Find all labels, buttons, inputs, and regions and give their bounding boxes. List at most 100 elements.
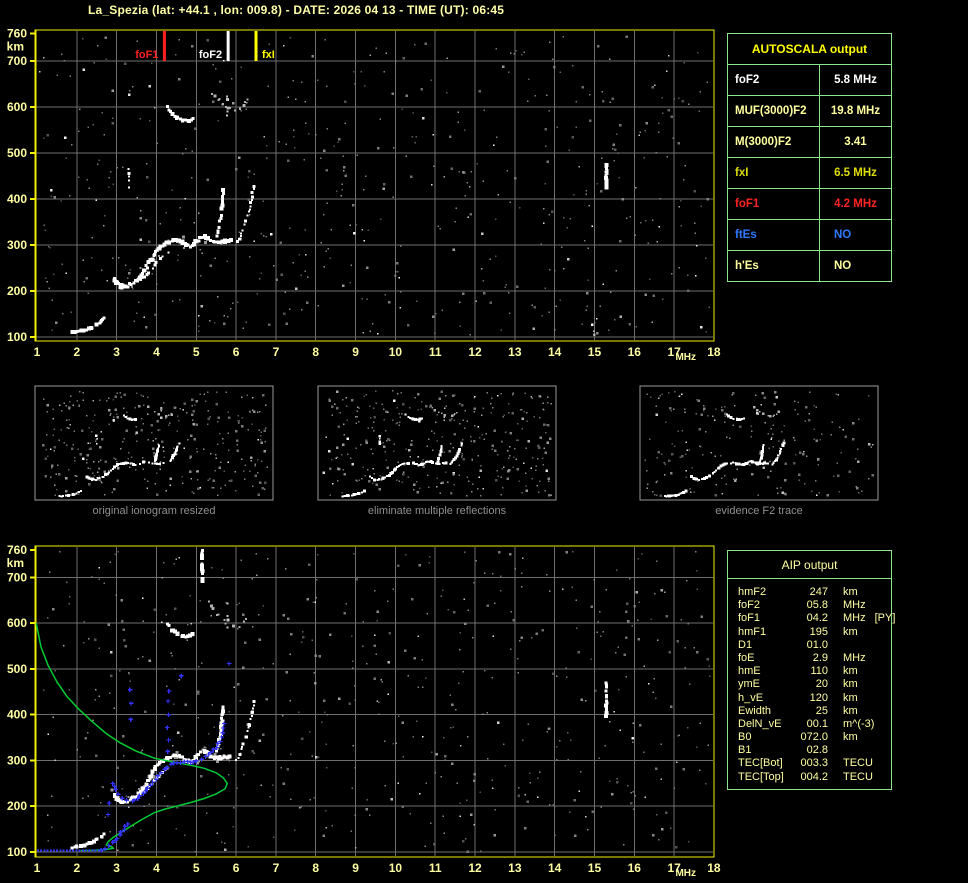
aip-value: 247 (809, 586, 828, 598)
x-tick-label: 4 (153, 345, 160, 359)
interference-streak (604, 162, 609, 190)
plot-border (34, 29, 715, 342)
aip-row-d1: D1 01.0 (738, 639, 891, 652)
f-trace-lower (137, 251, 170, 283)
noise-speckle (39, 35, 710, 336)
autoscala-row-hes: h'Es NO (728, 251, 891, 281)
parameter-value: 3.41 (844, 136, 867, 148)
x-tick-label: 2 (73, 861, 80, 875)
x-tick-label: 5 (193, 345, 200, 359)
y-tick-label: 500 (7, 662, 27, 676)
aip-unit: km (843, 586, 858, 598)
autoscala-row-m3000f2: M(3000)F2 3.41 (728, 127, 891, 158)
y-axis-tick (30, 851, 35, 853)
thumb-trace (341, 489, 366, 498)
aip-unit: TECU (843, 757, 873, 770)
aip-unit: km (843, 665, 858, 678)
x-tick-label: 16 (628, 861, 642, 875)
x-tick-label: 3 (113, 345, 120, 359)
thumb-trace (169, 442, 181, 463)
y-tick-label: 200 (7, 799, 27, 813)
y-axis-tick (30, 152, 35, 154)
noise-speckle (43, 550, 711, 853)
aip-value: 003.3 (800, 757, 828, 770)
plot-border (34, 545, 715, 858)
x-tick-label: 6 (233, 861, 240, 875)
page-title: La_Spezia (lat: +44.1 , lon: 009.8) - DA… (88, 3, 505, 17)
aip-value: 2.9 (812, 651, 828, 664)
thumb-trace (369, 460, 448, 482)
aip-label: TEC[Bot] (738, 757, 783, 770)
x-tick-label: 15 (588, 861, 602, 875)
marker-line-fof2 (226, 31, 230, 61)
x-tick-label: 2 (73, 345, 80, 359)
y-tick-label: 400 (7, 708, 27, 722)
thumb-trace (123, 414, 137, 421)
x-tick-label: 5 (193, 861, 200, 875)
aip-row-b0: B0 072.0 km (738, 731, 891, 744)
x-tick-label: 11 (429, 861, 442, 875)
autoscala-row-fof1: foF1 4.2 MHz (728, 189, 891, 220)
e-trace (70, 316, 106, 334)
aip-table-rows: hmF2 247 km foF2 05.8 MHz foF1 04.2 MHz [PY] hmF1 1… (728, 579, 895, 784)
thumbnail-border (639, 385, 879, 501)
x-tick-label: 4 (153, 861, 160, 875)
y-axis-tick (30, 713, 35, 716)
plot-frame (30, 545, 715, 858)
x-tick-label: 17 (667, 861, 681, 875)
aip-label: h_vE (738, 691, 764, 704)
aip-note: [PY] (874, 612, 896, 625)
aip-value: 00.1 (806, 717, 828, 730)
x-tick-label: 3 (113, 861, 120, 875)
y-axis-tick (30, 622, 35, 625)
parameter-value: 5.8 MHz (834, 74, 877, 86)
aip-row-b1: B1 02.8 (738, 744, 891, 757)
marker-line-fxi (254, 31, 258, 61)
thumbnail-1 (34, 385, 274, 501)
interference-streak (127, 168, 131, 189)
x-tick-label: 18 (707, 861, 721, 875)
autoscala-table-rows: foF2 5.8 MHz MUF(3000)F2 19.8 MHz M(3000)F2 3… (728, 65, 891, 281)
aip-row-delnve: DelN_vE 00.1 m^(-3) (738, 718, 891, 731)
interference-streak (199, 549, 205, 584)
thumb-trace (449, 442, 463, 466)
marker-line-fof1 (162, 31, 166, 61)
aip-row-fof2: foF2 05.8 MHz (738, 599, 891, 612)
thumb-streak (443, 407, 446, 422)
parameter-label: h'Es (728, 251, 820, 281)
second-echo-arc-faint (208, 600, 247, 628)
thumb-trace (771, 441, 786, 466)
y-axis-tick (30, 336, 35, 338)
thumb-trace (404, 413, 423, 422)
x-tick-label: 12 (468, 345, 482, 359)
y-tick-label: 400 (7, 192, 27, 206)
y-axis-unit-label: km (7, 39, 24, 53)
second-echo-arc-faint (211, 93, 249, 112)
x-mode-branch (235, 700, 256, 762)
thumb-streak (159, 407, 163, 419)
x-tick-label: 10 (389, 861, 403, 875)
y-axis-tick (30, 60, 35, 62)
aip-unit: km (843, 678, 858, 691)
thumbnail-border (317, 385, 557, 501)
second-echo-arc (166, 105, 195, 123)
aip-value: 04.2 (806, 612, 828, 625)
aip-value: 004.2 (800, 770, 828, 783)
marker-label-fof1: foF1 (135, 49, 158, 61)
electron-density-profile (35, 623, 229, 852)
thumb-streak (378, 434, 382, 445)
aip-label: ymE (738, 678, 760, 691)
thumbnail-caption-3: evidence F2 trace (715, 505, 803, 517)
aip-label: foF1 (738, 612, 761, 625)
restored-trace-blue (37, 661, 232, 853)
x-tick-label: 8 (312, 345, 319, 359)
y-tick-label: 700 (7, 54, 27, 68)
y-axis-tick (30, 106, 35, 108)
y-axis-tick (30, 759, 35, 762)
aip-unit: km (843, 731, 858, 744)
plot-frame (30, 29, 715, 342)
parameter-value: NO (834, 229, 852, 241)
thumb-trace (758, 444, 765, 463)
